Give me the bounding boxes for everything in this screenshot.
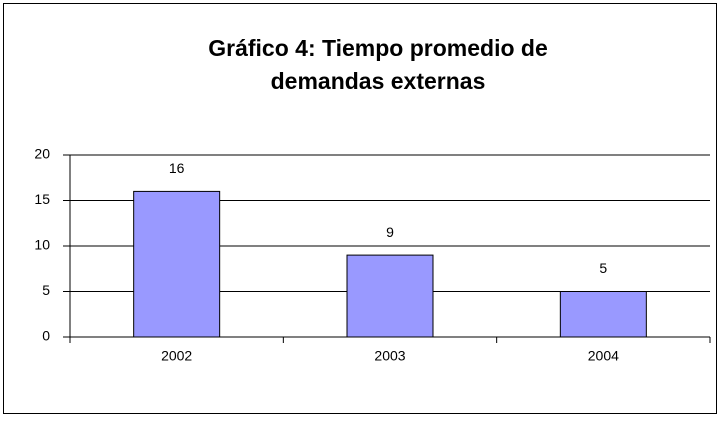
y-tick-label: 15 <box>34 191 50 207</box>
data-label: 16 <box>169 160 185 176</box>
bar <box>346 254 434 338</box>
bar <box>559 291 647 338</box>
y-tick-label: 0 <box>42 328 50 344</box>
chart-title: demandas externas <box>271 68 486 94</box>
chart-title: Gráfico 4: Tiempo promedio de <box>208 35 548 61</box>
data-label: 5 <box>599 260 607 276</box>
x-tick-label: 2004 <box>588 348 619 364</box>
x-tick-label: 2003 <box>374 348 405 364</box>
y-tick-label: 5 <box>42 282 50 298</box>
x-tick-label: 2002 <box>161 348 192 364</box>
y-tick-label: 10 <box>34 237 50 253</box>
chart-frame <box>3 3 717 414</box>
y-tick-label: 20 <box>34 146 50 162</box>
bar <box>133 190 221 338</box>
data-label: 9 <box>386 224 394 240</box>
